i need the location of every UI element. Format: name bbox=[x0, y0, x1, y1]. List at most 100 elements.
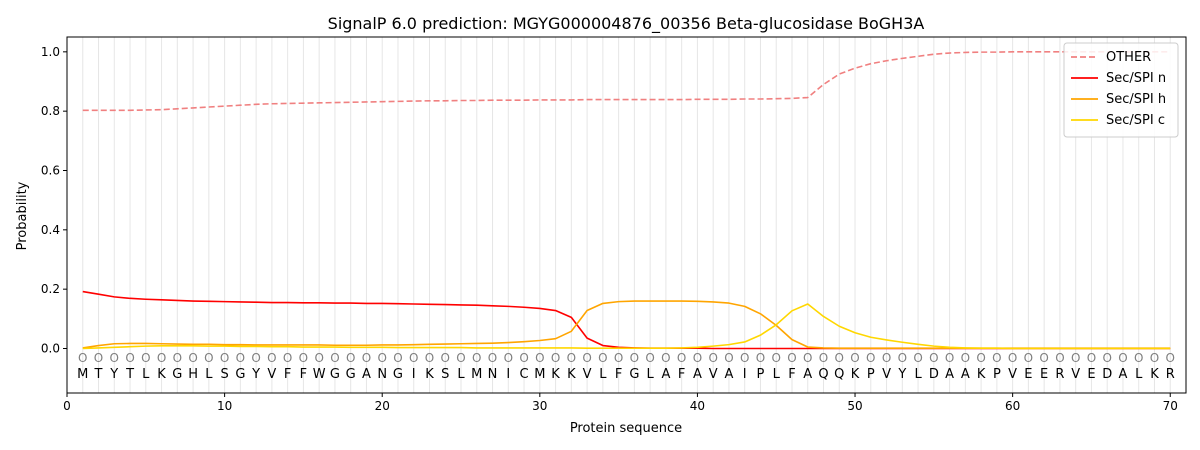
sequence-letter: T bbox=[125, 367, 134, 382]
region-marker: O bbox=[204, 351, 213, 365]
region-marker: O bbox=[425, 351, 434, 365]
sequence-letter: V bbox=[583, 367, 592, 382]
sequence-letter: V bbox=[267, 367, 276, 382]
region-marker: O bbox=[1039, 351, 1048, 365]
region-marker: O bbox=[377, 351, 386, 365]
region-marker: O bbox=[78, 351, 87, 365]
sequence-letter: F bbox=[788, 367, 795, 382]
sequence-letter: A bbox=[661, 367, 670, 382]
sequence-letter: P bbox=[867, 367, 875, 382]
y-axis: 0.0 0.2 0.4 0.6 0.8 1.0 bbox=[41, 45, 67, 356]
sequence-letter: D bbox=[929, 367, 939, 382]
sequence-letter: Y bbox=[897, 367, 906, 382]
region-marker: O bbox=[882, 351, 891, 365]
region-marker: O bbox=[1134, 351, 1143, 365]
region-marker: O bbox=[220, 351, 229, 365]
region-marker: O bbox=[1118, 351, 1127, 365]
sequence-letter: K bbox=[851, 367, 860, 382]
sequence-letter: Q bbox=[818, 367, 828, 382]
sequence-letter: K bbox=[425, 367, 434, 382]
region-marker: O bbox=[519, 351, 528, 365]
region-marker: O bbox=[299, 351, 308, 365]
x-tick-label: 60 bbox=[1005, 399, 1020, 413]
sequence-letter: R bbox=[1055, 367, 1064, 382]
sequence-letter: V bbox=[1071, 367, 1080, 382]
sequence-letter: I bbox=[506, 367, 510, 382]
sequence-letter: E bbox=[1024, 367, 1032, 382]
vertical-grid bbox=[82, 37, 1171, 393]
region-marker: O bbox=[693, 351, 702, 365]
sequence-letter: H bbox=[188, 367, 198, 382]
region-marker: O bbox=[314, 351, 323, 365]
legend-box bbox=[1063, 42, 1179, 138]
sequence-letter: G bbox=[330, 367, 340, 382]
region-marker: O bbox=[945, 351, 954, 365]
x-tick-label: 10 bbox=[217, 399, 232, 413]
region-marker: O bbox=[535, 351, 544, 365]
x-tick-label: 50 bbox=[847, 399, 862, 413]
region-marker: O bbox=[125, 351, 134, 365]
region-marker: O bbox=[898, 351, 907, 365]
region-marker: O bbox=[819, 351, 828, 365]
region-marker: O bbox=[1008, 351, 1017, 365]
region-marker: O bbox=[740, 351, 749, 365]
region-marker: O bbox=[551, 351, 560, 365]
region-marker: O bbox=[992, 351, 1001, 365]
legend-label: OTHER bbox=[1106, 50, 1151, 65]
y-tick-label: 1.0 bbox=[41, 45, 60, 59]
region-marker: O bbox=[1055, 351, 1064, 365]
series-line-sec-spi-c bbox=[82, 303, 1171, 350]
y-axis-label: Probability bbox=[15, 181, 30, 250]
region-marker: O bbox=[346, 351, 355, 365]
region-marker: O bbox=[850, 351, 859, 365]
region-marker: O bbox=[756, 351, 765, 365]
region-marker: O bbox=[1102, 351, 1111, 365]
region-marker: O bbox=[1024, 351, 1033, 365]
sequence-letter: C bbox=[520, 367, 529, 382]
sequence-letter: G bbox=[629, 367, 639, 382]
region-marker: O bbox=[94, 351, 103, 365]
sequence-letter: L bbox=[457, 367, 465, 382]
legend-label: Sec/SPI n bbox=[1106, 71, 1166, 86]
sequence-letter: N bbox=[488, 367, 498, 382]
sequence-letter: G bbox=[172, 367, 182, 382]
sequence-letter: P bbox=[993, 367, 1001, 382]
region-marker: O bbox=[488, 351, 497, 365]
region-marker: O bbox=[393, 351, 402, 365]
sequence-letter: L bbox=[773, 367, 781, 382]
sequence-letter: Q bbox=[834, 367, 844, 382]
y-tick-label: 0.4 bbox=[41, 223, 60, 237]
sequence-letter: L bbox=[205, 367, 213, 382]
sequence-letter: E bbox=[1087, 367, 1095, 382]
region-marker: O bbox=[330, 351, 339, 365]
sequence-letter: S bbox=[441, 367, 449, 382]
x-axis: 0 10 20 30 40 50 60 70 bbox=[63, 393, 1178, 413]
sequence-letter: K bbox=[157, 367, 166, 382]
sequence-letter: K bbox=[977, 367, 986, 382]
sequence-letter: A bbox=[724, 367, 733, 382]
region-marker: O bbox=[441, 351, 450, 365]
sequence-letter: A bbox=[945, 367, 954, 382]
region-marker: O bbox=[645, 351, 654, 365]
sequence-letter: D bbox=[1102, 367, 1112, 382]
x-tick-label: 30 bbox=[532, 399, 547, 413]
sequence-letter: V bbox=[1008, 367, 1017, 382]
region-marker: O bbox=[1150, 351, 1159, 365]
sequence-letter: K bbox=[551, 367, 560, 382]
sequence-letter: G bbox=[235, 367, 245, 382]
plot-frame bbox=[66, 36, 1187, 394]
sequence-letter: A bbox=[961, 367, 970, 382]
region-marker: O bbox=[630, 351, 639, 365]
region-marker: O bbox=[771, 351, 780, 365]
region-marker: O bbox=[504, 351, 513, 365]
sequence-letter: V bbox=[882, 367, 891, 382]
region-marker: O bbox=[188, 351, 197, 365]
region-marker: O bbox=[456, 351, 465, 365]
x-tick-label: 70 bbox=[1163, 399, 1178, 413]
sequence-letter: M bbox=[471, 367, 482, 382]
region-marker: O bbox=[787, 351, 796, 365]
sequence-letter: V bbox=[709, 367, 718, 382]
